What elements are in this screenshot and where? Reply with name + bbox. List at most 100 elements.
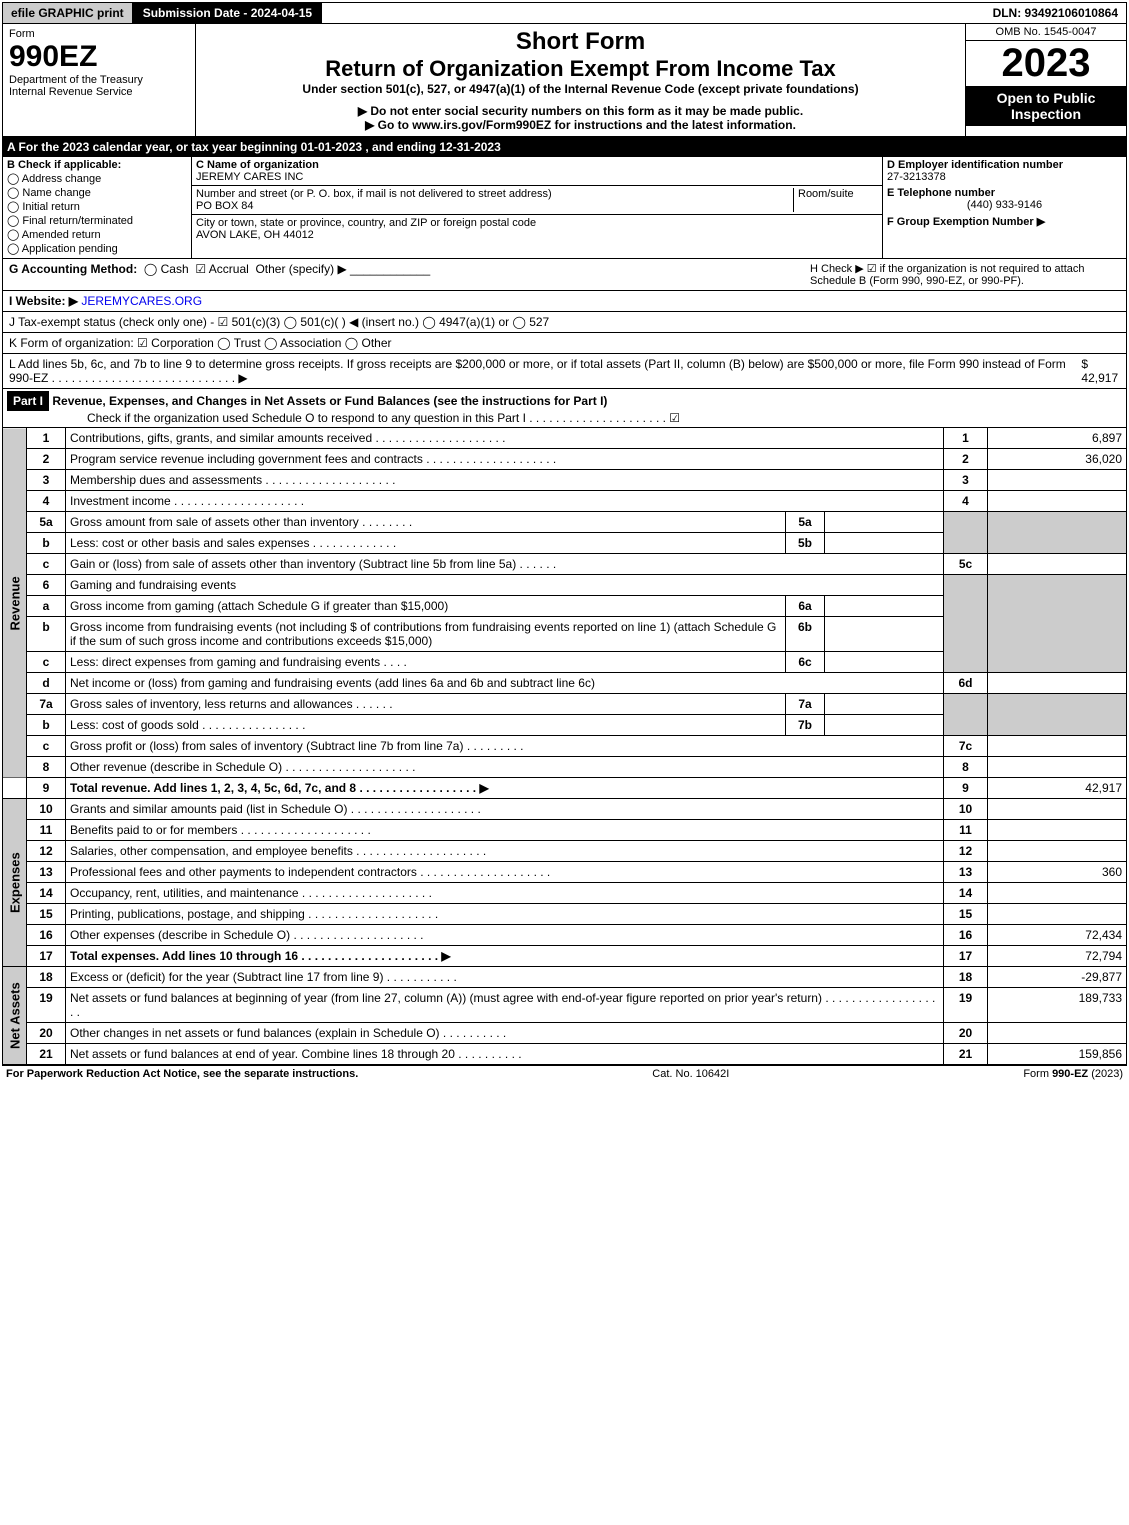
line-6d-desc: Net income or (loss) from gaming and fun…	[66, 673, 944, 694]
line-4-value	[988, 491, 1127, 512]
line-7c-rnum: 7c	[944, 736, 988, 757]
line-17-rnum: 17	[944, 946, 988, 967]
line-14-num: 14	[27, 883, 66, 904]
line-16-desc: Other expenses (describe in Schedule O)	[70, 928, 423, 942]
line-7a-snum: 7a	[786, 694, 825, 715]
check-address-change[interactable]: ◯ Address change	[7, 172, 187, 185]
check-name-change[interactable]: ◯ Name change	[7, 186, 187, 199]
form-header: Form 990EZ Department of the Treasury In…	[2, 24, 1127, 137]
part-i-header: Part I Revenue, Expenses, and Changes in…	[2, 389, 1127, 428]
row-g-h: G Accounting Method: ◯ Cash ☑ Accrual Ot…	[2, 259, 1127, 291]
org-name: JEREMY CARES INC	[196, 171, 303, 183]
section-b: B Check if applicable: ◯ Address change …	[3, 157, 192, 258]
line-20-num: 20	[27, 1023, 66, 1044]
line-21-value: 159,856	[988, 1044, 1127, 1065]
line-5a-snum: 5a	[786, 512, 825, 533]
check-application-pending[interactable]: ◯ Application pending	[7, 242, 187, 255]
line-5a-subval	[825, 512, 944, 533]
line-17-num: 17	[27, 946, 66, 967]
accounting-other[interactable]: Other (specify) ▶	[255, 262, 346, 276]
line-14-desc: Occupancy, rent, utilities, and maintena…	[70, 886, 432, 900]
line-9-desc: Total revenue. Add lines 1, 2, 3, 4, 5c,…	[70, 781, 489, 795]
row-k-form-org: K Form of organization: ☑ Corporation ◯ …	[2, 333, 1127, 354]
check-final-return[interactable]: ◯ Final return/terminated	[7, 214, 187, 227]
line-13-value: 360	[988, 862, 1127, 883]
line-3-rnum: 3	[944, 470, 988, 491]
line-1-value: 6,897	[988, 428, 1127, 449]
line-18-rnum: 18	[944, 967, 988, 988]
line-10-desc: Grants and similar amounts paid (list in…	[70, 802, 481, 816]
page-footer: For Paperwork Reduction Act Notice, see …	[2, 1065, 1127, 1082]
line-6c-subval	[825, 652, 944, 673]
line-14-value	[988, 883, 1127, 904]
part-i-label: Part I	[7, 391, 49, 411]
telephone-value: (440) 933-9146	[887, 199, 1122, 211]
line-9-value: 42,917	[988, 778, 1127, 799]
line-6c-num: c	[27, 652, 66, 673]
line-6d-value	[988, 673, 1127, 694]
line-5b-desc: Less: cost or other basis and sales expe…	[70, 536, 309, 550]
line-1-num: 1	[27, 428, 66, 449]
line-6a-snum: 6a	[786, 596, 825, 617]
line-10-num: 10	[27, 799, 66, 820]
website-link[interactable]: JEREMYCARES.ORG	[81, 294, 202, 308]
line-7a-subval	[825, 694, 944, 715]
line-15-desc: Printing, publications, postage, and shi…	[70, 907, 438, 921]
street-label: Number and street (or P. O. box, if mail…	[196, 188, 552, 200]
line-21-desc: Net assets or fund balances at end of ye…	[70, 1047, 455, 1061]
line-11-rnum: 11	[944, 820, 988, 841]
line-6-desc: Gaming and fundraising events	[66, 575, 944, 596]
line-9-rnum: 9	[944, 778, 988, 799]
line-6a-num: a	[27, 596, 66, 617]
line-15-value	[988, 904, 1127, 925]
line-20-desc: Other changes in net assets or fund bala…	[70, 1026, 440, 1040]
accounting-accrual[interactable]: Accrual	[209, 262, 249, 276]
line-7c-value	[988, 736, 1127, 757]
line-13-rnum: 13	[944, 862, 988, 883]
check-initial-return[interactable]: ◯ Initial return	[7, 200, 187, 213]
line-5a-desc: Gross amount from sale of assets other t…	[70, 515, 359, 529]
line-7b-num: b	[27, 715, 66, 736]
accounting-cash[interactable]: Cash	[161, 262, 189, 276]
line-21-rnum: 21	[944, 1044, 988, 1065]
telephone-label: E Telephone number	[887, 187, 1122, 199]
line-6-num: 6	[27, 575, 66, 596]
expenses-side-label: Expenses	[3, 799, 27, 967]
ssn-warning: ▶ Do not enter social security numbers o…	[202, 104, 959, 118]
line-6c-desc: Less: direct expenses from gaming and fu…	[70, 655, 380, 669]
line-9-num: 9	[27, 778, 66, 799]
ein-value: 27-3213378	[887, 171, 1122, 183]
line-7c-num: c	[27, 736, 66, 757]
line-10-value	[988, 799, 1127, 820]
tax-year: 2023	[966, 41, 1126, 86]
line-5b-subval	[825, 533, 944, 554]
line-l-amount: $ 42,917	[1081, 357, 1120, 385]
section-d-e-f: D Employer identification number 27-3213…	[883, 157, 1126, 258]
omb-number: OMB No. 1545-0047	[966, 24, 1126, 41]
line-20-value	[988, 1023, 1127, 1044]
line-7a-desc: Gross sales of inventory, less returns a…	[70, 697, 353, 711]
line-21-num: 21	[27, 1044, 66, 1065]
dept-treasury: Department of the Treasury	[9, 74, 189, 86]
line-7b-desc: Less: cost of goods sold	[70, 718, 199, 732]
efile-print-button[interactable]: efile GRAPHIC print	[3, 3, 133, 23]
line-6b-num: b	[27, 617, 66, 652]
line-4-num: 4	[27, 491, 66, 512]
footer-form-ref: Form 990-EZ (2023)	[1023, 1068, 1123, 1080]
row-l-gross-receipts: L Add lines 5b, 6c, and 7b to line 9 to …	[2, 354, 1127, 389]
goto-link[interactable]: ▶ Go to www.irs.gov/Form990EZ for instru…	[202, 118, 959, 132]
check-amended-return[interactable]: ◯ Amended return	[7, 228, 187, 241]
street-address: PO BOX 84	[196, 200, 253, 212]
line-6a-desc: Gross income from gaming (attach Schedul…	[66, 596, 786, 617]
line-5c-num: c	[27, 554, 66, 575]
group-exemption-label: F Group Exemption Number ▶	[887, 215, 1122, 228]
line-5c-rnum: 5c	[944, 554, 988, 575]
line-3-value	[988, 470, 1127, 491]
line-14-rnum: 14	[944, 883, 988, 904]
name-label: C Name of organization	[196, 159, 319, 171]
line-18-value: -29,877	[988, 967, 1127, 988]
line-l-text: L Add lines 5b, 6c, and 7b to line 9 to …	[9, 357, 1081, 385]
line-2-num: 2	[27, 449, 66, 470]
line-7c-desc: Gross profit or (loss) from sales of inv…	[70, 739, 463, 753]
line-6b-snum: 6b	[786, 617, 825, 652]
